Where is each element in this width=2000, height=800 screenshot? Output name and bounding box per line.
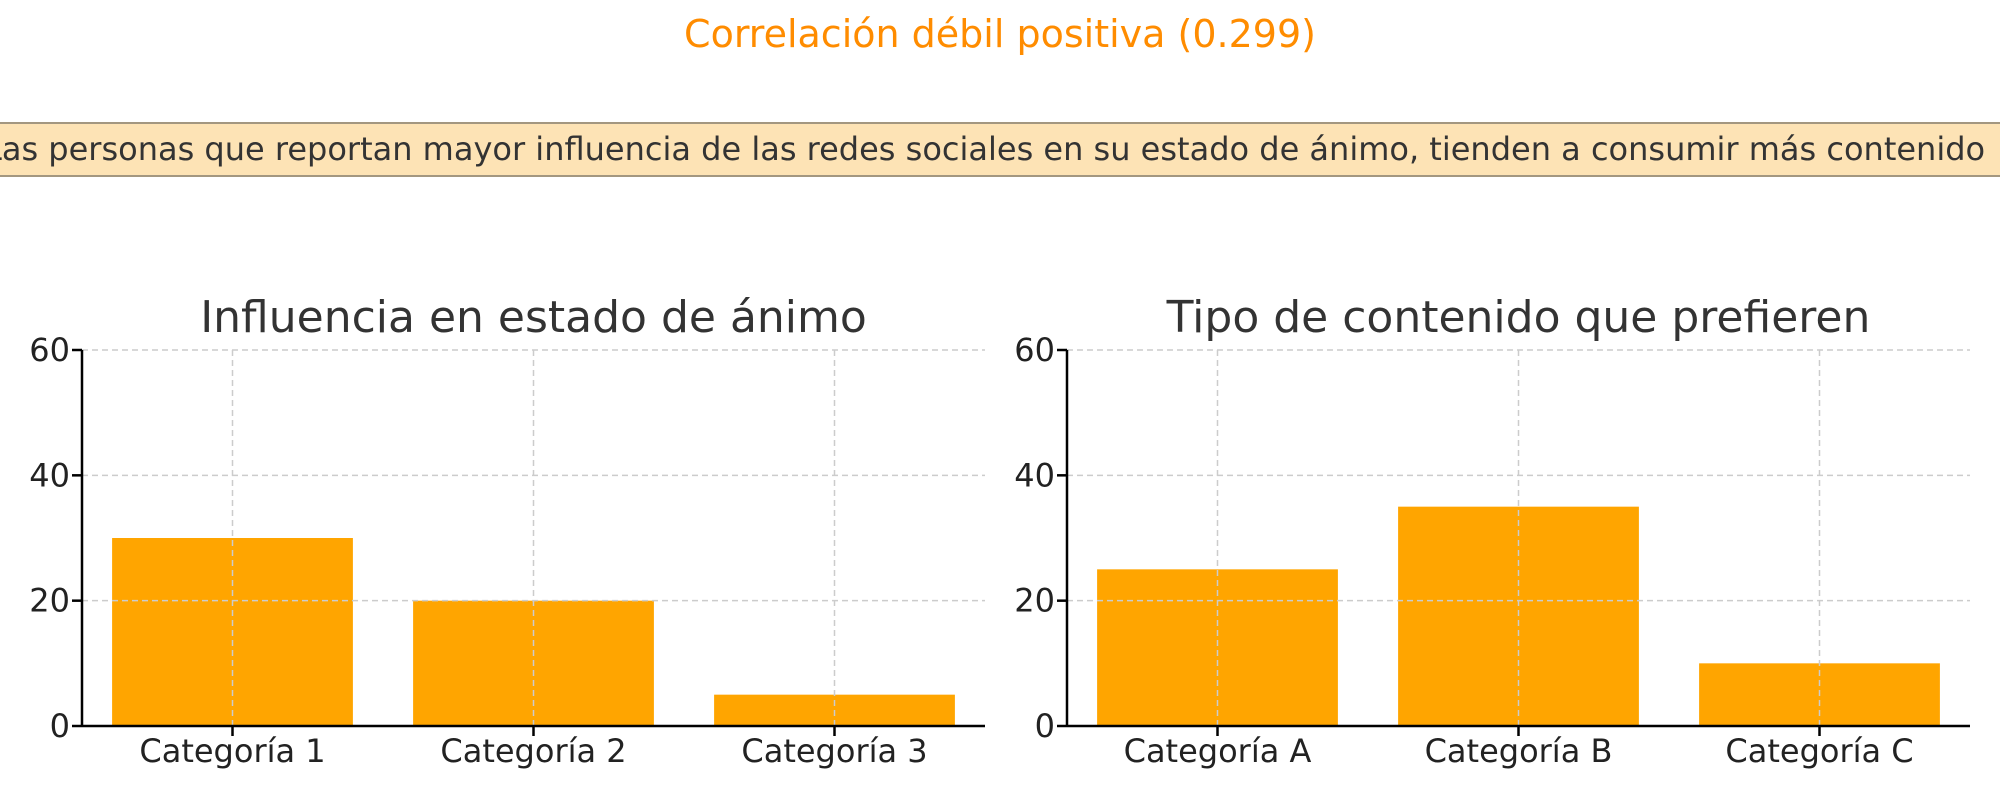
- x-tick-label: Categoría B: [1425, 732, 1613, 770]
- y-tick-label: 0: [50, 707, 70, 745]
- chart-title: Tipo de contenido que prefieren: [1166, 292, 1871, 343]
- y-tick-label: 40: [1014, 456, 1055, 494]
- conclusion-text: Las personas que reportan mayor influenc…: [0, 130, 1986, 168]
- x-tick-label: Categoría 3: [741, 732, 927, 770]
- y-tick-label: 20: [29, 582, 70, 620]
- chart-mood-influence: Influencia en estado de ánimo 0 20 40 60 Cate…: [29, 292, 985, 770]
- y-tick-label: 0: [1035, 707, 1055, 745]
- conclusion-banner: Las personas que reportan mayor influenc…: [0, 122, 2000, 177]
- x-tick-label: Categoría A: [1124, 732, 1312, 770]
- correlation-headline: Correlación débil positiva (0.299): [684, 12, 1316, 56]
- x-tick-label: Categoría C: [1725, 732, 1913, 770]
- chart-content-preference: Tipo de contenido que prefieren 0 20 40 60 Ca…: [1014, 292, 1970, 770]
- x-tick-label: Categoría 1: [139, 732, 325, 770]
- y-tick-label: 20: [1014, 582, 1055, 620]
- y-tick-label: 60: [29, 331, 70, 369]
- y-tick-label: 40: [29, 456, 70, 494]
- chart-title: Influencia en estado de ánimo: [200, 292, 867, 343]
- x-tick-label: Categoría 2: [440, 732, 626, 770]
- y-tick-label: 60: [1014, 331, 1055, 369]
